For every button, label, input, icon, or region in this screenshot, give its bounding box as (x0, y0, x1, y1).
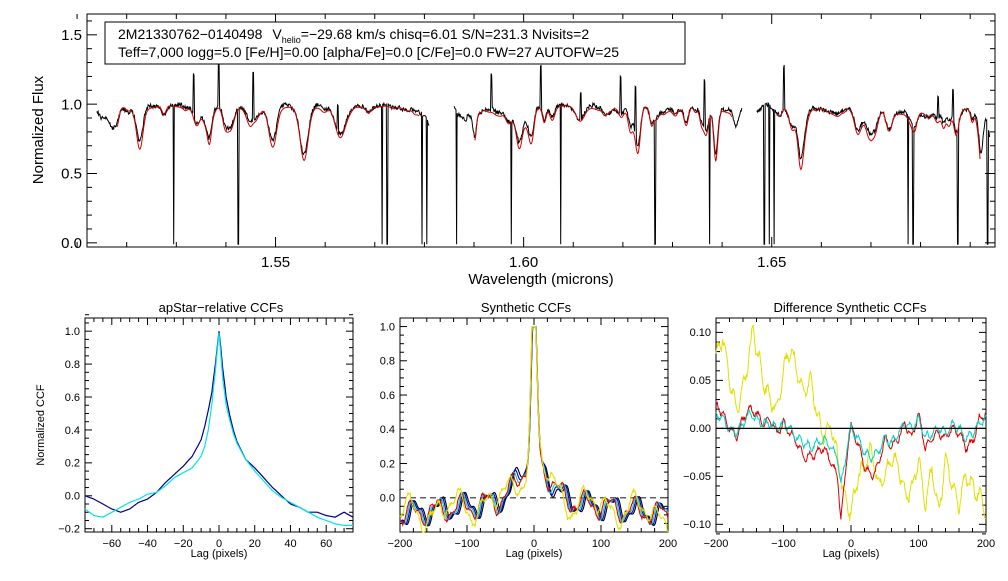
apstar-ccf-ylabel: Normalized CCF (35, 384, 47, 466)
synthetic-ccf-ytick-label: 0.6 (380, 390, 395, 402)
synthetic-ccf-ytick-label: 0.4 (380, 424, 395, 436)
synthetic-ccf-ticks (399, 317, 669, 533)
apstar-ccf-title: apStar−relative CCFs (159, 300, 284, 315)
synthetic-ccf-ytick-label: 0.8 (380, 356, 395, 368)
spectrum-legend-frame (104, 21, 686, 65)
spectrum-ytick-label: 1.5 (61, 27, 82, 44)
difference-ccf-xtick-label: 0 (848, 538, 854, 550)
legend-object: 2M21330762−0140498 (118, 26, 263, 42)
spectrum-ytick-label: 0.5 (61, 166, 82, 183)
apstar-ccf-xlabel: Lag (pixels) (191, 548, 248, 560)
synthetic-ccf-xtick-label: 100 (592, 538, 610, 550)
apstar-ccf-xtick-label: −20 (174, 538, 193, 550)
synthetic-ccf-xtick-label: −100 (455, 538, 480, 550)
apstar-ccf-xtick-label: 40 (284, 538, 296, 550)
spectrum-xtick-label: 1.55 (261, 254, 290, 271)
synthetic-ccf-line-1 (399, 326, 669, 527)
difference-ccf-line-cyan (715, 409, 987, 483)
apstar-ccf-ytick-label: 0.8 (65, 359, 80, 371)
apstar-ccf-ytick-label: 0.0 (65, 491, 80, 503)
synthetic-ccf-ytick-label: 1.0 (380, 321, 395, 333)
apstar-ccf-data (84, 331, 354, 527)
apstar-ccf-ytick-label: −0.2 (58, 524, 80, 536)
synthetic-ccf-line-4 (399, 326, 669, 527)
spectrum-ylabel: Normalized Flux (30, 75, 47, 184)
apstar-ccf-ytick-label: 1.0 (65, 326, 80, 338)
synthetic-ccf-xtick-label: 200 (659, 538, 677, 550)
difference-ccf-xlabel: Lag (pixels) (823, 548, 880, 560)
spectrum-xtick-label: 1.60 (509, 254, 538, 271)
legend-vsub: helio (282, 35, 301, 45)
apstar-ccf-xtick-label: 0 (216, 538, 222, 550)
spectrum-legend-box: 2M21330762−0140498 Vhelio=−29.68 km/s chi… (104, 21, 686, 65)
difference-ccf-xtick-label: −100 (771, 538, 796, 550)
apstar-ccf-ytick-label: 0.2 (65, 458, 80, 470)
difference-ccf-xtick-label: 200 (977, 538, 995, 550)
difference-ccf-xtick-label: −200 (704, 538, 729, 550)
synthetic-ccf-line-2 (399, 326, 669, 527)
difference-ccf-ytick-label: 0.05 (690, 375, 711, 387)
synthetic-ccf-title: Synthetic CCFs (481, 300, 572, 315)
legend-v: V (272, 26, 282, 42)
observed-spectrum-chip-3 (756, 64, 991, 245)
apstar-ccf-panel: apStar−relative CCFs −60 −40 −20 0 20 40 60 −0.… (35, 300, 354, 560)
spectrum-xtick-label: 1.65 (757, 254, 786, 271)
synthetic-ccf-tick-labels: −200 −100 0 100 200 0.0 0.2 0.4 0.6 0.8 1.0 (380, 321, 677, 550)
spectrum-panel: 1.55 1.60 1.65 0.0 0.5 1.0 1.5 Wavelength (mic… (30, 13, 996, 288)
synthetic-ccf-panel: Synthetic CCFs −200 −100 0 100 200 0.0 0.2 0.4 0… (380, 300, 677, 560)
difference-ccf-data (715, 324, 987, 521)
observed-spectrum-chip-1 (96, 56, 430, 245)
model-spectrum-chip-2 (474, 105, 733, 162)
spectrum-ytick-label: 0.0 (61, 235, 82, 252)
apstar-ccf-line-1 (84, 331, 354, 518)
synthetic-ccf-ytick-label: 0.0 (380, 493, 395, 505)
legend-line-1: 2M21330762−0140498 Vhelio=−29.68 km/s chi… (118, 26, 589, 45)
apstar-ccf-ticks (84, 314, 354, 532)
legend-line-2: Teff=7,000 logg=5.0 [Fe/H]=0.00 [alpha/F… (118, 44, 619, 60)
apstar-ccf-frame (84, 317, 354, 533)
spectrum-frame (86, 13, 996, 248)
model-spectrum-chip-1 (116, 105, 420, 162)
legend-vrest: =−29.68 km/s chisq=6.01 S/N=231.3 Nvisit… (301, 26, 590, 42)
observed-spectrum-chip-2 (453, 64, 743, 245)
synthetic-ccf-line-5 (399, 326, 669, 533)
difference-ccf-title: Difference Synthetic CCFs (774, 300, 927, 315)
apstar-ccf-ytick-label: 0.6 (65, 392, 80, 404)
spectrum-ytick-label: 1.0 (61, 96, 82, 113)
synthetic-ccf-ytick-label: 0.2 (380, 458, 395, 470)
difference-ccf-ytick-label: −0.05 (683, 471, 711, 483)
synthetic-ccf-xtick-label: 0 (531, 538, 537, 550)
apstar-ccf-xtick-label: 20 (249, 538, 261, 550)
model-spectrum-chip-3 (776, 107, 981, 171)
synthetic-ccf-line-3 (400, 326, 669, 527)
spectrum-tick-labels: 1.55 1.60 1.65 0.0 0.5 1.0 1.5 (61, 27, 786, 271)
difference-ccf-tick-labels: −200 −100 0 100 200 −0.10 −0.05 0.00 0.05 0.10 (683, 327, 995, 550)
difference-ccf-ytick-label: 0.00 (690, 423, 711, 435)
spectrum-data (96, 56, 991, 245)
apstar-ccf-xtick-label: 60 (320, 538, 332, 550)
difference-ccf-ytick-label: −0.10 (683, 519, 711, 531)
apstar-ccf-tick-labels: −60 −40 −20 0 20 40 60 −0.2 0.0 0.2 0.4 0.6 0.8 1.0 (58, 326, 332, 550)
synthetic-ccf-xlabel: Lag (pixels) (506, 548, 563, 560)
difference-ccf-ytick-label: 0.10 (690, 327, 711, 339)
apstar-ccf-xtick-label: −40 (138, 538, 157, 550)
difference-ccf-xtick-label: 100 (909, 538, 927, 550)
difference-ccf-line-yellow (715, 324, 987, 521)
apstar-ccf-line-2 (84, 332, 353, 527)
apstar-ccf-ytick-label: 0.4 (65, 425, 80, 437)
synthetic-ccf-data (399, 326, 669, 533)
difference-ccf-line-red (715, 400, 987, 520)
difference-ccf-panel: Difference Synthetic CCFs −200 −100 0 100 20… (683, 300, 995, 560)
apstar-ccf-xtick-label: −60 (102, 538, 121, 550)
spectrum-xlabel: Wavelength (microns) (468, 271, 613, 288)
synthetic-ccf-xtick-label: −200 (388, 538, 413, 550)
